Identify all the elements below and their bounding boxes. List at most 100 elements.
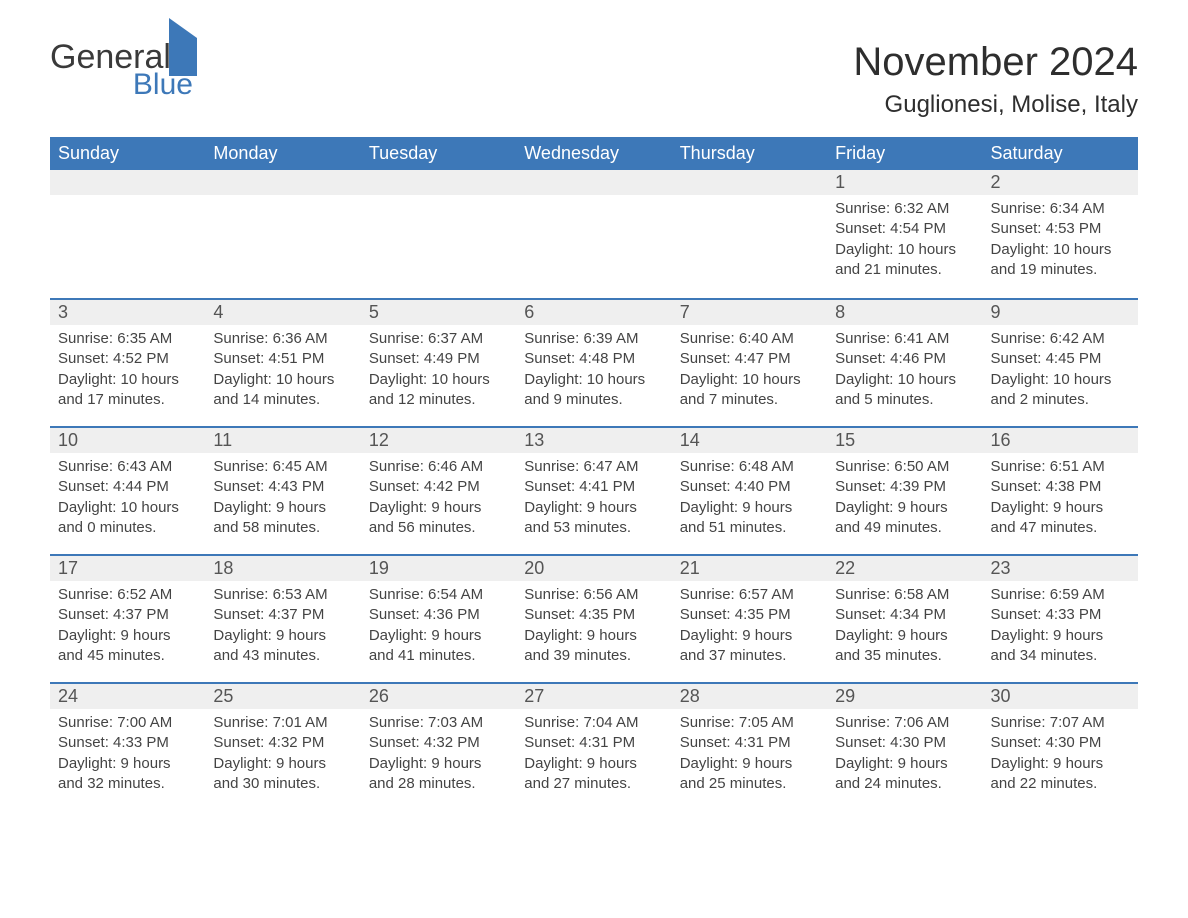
day-line: Daylight: 9 hours bbox=[369, 498, 508, 518]
day-line: Daylight: 10 hours bbox=[991, 370, 1130, 390]
weekday-header: Friday bbox=[827, 137, 982, 170]
day-number: 17 bbox=[50, 554, 205, 581]
day-line: Sunset: 4:30 PM bbox=[835, 733, 974, 753]
day-line: Sunset: 4:31 PM bbox=[680, 733, 819, 753]
day-line: and 24 minutes. bbox=[835, 774, 974, 794]
day-line: and 22 minutes. bbox=[991, 774, 1130, 794]
day-content: Sunrise: 7:00 AMSunset: 4:33 PMDaylight:… bbox=[50, 709, 205, 800]
calendar-cell: 1Sunrise: 6:32 AMSunset: 4:54 PMDaylight… bbox=[827, 170, 982, 298]
calendar-cell bbox=[672, 170, 827, 298]
day-number: 26 bbox=[361, 682, 516, 709]
day-content: Sunrise: 6:36 AMSunset: 4:51 PMDaylight:… bbox=[205, 325, 360, 416]
day-line: Daylight: 9 hours bbox=[991, 626, 1130, 646]
day-content: Sunrise: 7:01 AMSunset: 4:32 PMDaylight:… bbox=[205, 709, 360, 800]
month-title: November 2024 bbox=[853, 40, 1138, 85]
day-number: 25 bbox=[205, 682, 360, 709]
day-line: Sunset: 4:46 PM bbox=[835, 349, 974, 369]
day-line: Sunset: 4:37 PM bbox=[213, 605, 352, 625]
calendar-cell: 15Sunrise: 6:50 AMSunset: 4:39 PMDayligh… bbox=[827, 426, 982, 554]
day-line: Sunrise: 6:47 AM bbox=[524, 457, 663, 477]
day-line: Daylight: 9 hours bbox=[369, 626, 508, 646]
day-number: 22 bbox=[827, 554, 982, 581]
calendar-cell: 30Sunrise: 7:07 AMSunset: 4:30 PMDayligh… bbox=[983, 682, 1138, 810]
day-number: 27 bbox=[516, 682, 671, 709]
day-line: and 41 minutes. bbox=[369, 646, 508, 666]
day-line: Sunrise: 6:34 AM bbox=[991, 199, 1130, 219]
day-line: Daylight: 9 hours bbox=[524, 626, 663, 646]
day-content: Sunrise: 7:05 AMSunset: 4:31 PMDaylight:… bbox=[672, 709, 827, 800]
day-line: and 5 minutes. bbox=[835, 390, 974, 410]
day-line: Sunrise: 6:48 AM bbox=[680, 457, 819, 477]
day-line: Sunset: 4:43 PM bbox=[213, 477, 352, 497]
day-line: Daylight: 9 hours bbox=[835, 498, 974, 518]
logo: General Blue bbox=[50, 40, 197, 100]
calendar-cell: 20Sunrise: 6:56 AMSunset: 4:35 PMDayligh… bbox=[516, 554, 671, 682]
weekday-header: Saturday bbox=[983, 137, 1138, 170]
day-number: 14 bbox=[672, 426, 827, 453]
day-line: Sunrise: 7:03 AM bbox=[369, 713, 508, 733]
day-content: Sunrise: 6:46 AMSunset: 4:42 PMDaylight:… bbox=[361, 453, 516, 544]
day-line: Sunset: 4:33 PM bbox=[58, 733, 197, 753]
day-line: Daylight: 10 hours bbox=[835, 370, 974, 390]
day-line: Sunset: 4:53 PM bbox=[991, 219, 1130, 239]
day-number: 8 bbox=[827, 298, 982, 325]
day-line: Daylight: 9 hours bbox=[58, 626, 197, 646]
day-line: Daylight: 9 hours bbox=[213, 626, 352, 646]
day-content: Sunrise: 6:43 AMSunset: 4:44 PMDaylight:… bbox=[50, 453, 205, 544]
day-line: and 0 minutes. bbox=[58, 518, 197, 538]
day-line: Sunrise: 6:58 AM bbox=[835, 585, 974, 605]
day-line: Sunrise: 7:04 AM bbox=[524, 713, 663, 733]
day-line: Sunset: 4:35 PM bbox=[524, 605, 663, 625]
day-line: Sunset: 4:33 PM bbox=[991, 605, 1130, 625]
day-line: Sunset: 4:44 PM bbox=[58, 477, 197, 497]
day-number: 24 bbox=[50, 682, 205, 709]
day-line: Daylight: 9 hours bbox=[213, 754, 352, 774]
calendar-cell: 5Sunrise: 6:37 AMSunset: 4:49 PMDaylight… bbox=[361, 298, 516, 426]
day-content: Sunrise: 6:42 AMSunset: 4:45 PMDaylight:… bbox=[983, 325, 1138, 416]
day-content: Sunrise: 6:37 AMSunset: 4:49 PMDaylight:… bbox=[361, 325, 516, 416]
day-line: Daylight: 9 hours bbox=[524, 498, 663, 518]
day-content: Sunrise: 6:32 AMSunset: 4:54 PMDaylight:… bbox=[827, 195, 982, 286]
weekday-header: Thursday bbox=[672, 137, 827, 170]
day-line: and 47 minutes. bbox=[991, 518, 1130, 538]
day-line: Sunset: 4:41 PM bbox=[524, 477, 663, 497]
day-content: Sunrise: 6:52 AMSunset: 4:37 PMDaylight:… bbox=[50, 581, 205, 672]
day-content: Sunrise: 7:03 AMSunset: 4:32 PMDaylight:… bbox=[361, 709, 516, 800]
day-line: Sunset: 4:51 PM bbox=[213, 349, 352, 369]
day-line: and 56 minutes. bbox=[369, 518, 508, 538]
day-line: and 7 minutes. bbox=[680, 390, 819, 410]
logo-text: General Blue bbox=[50, 40, 197, 100]
day-content bbox=[361, 195, 516, 205]
day-number: 28 bbox=[672, 682, 827, 709]
weekday-header: Monday bbox=[205, 137, 360, 170]
header: General Blue November 2024 Guglionesi, M… bbox=[50, 40, 1138, 119]
calendar-cell: 19Sunrise: 6:54 AMSunset: 4:36 PMDayligh… bbox=[361, 554, 516, 682]
day-line: Sunrise: 7:06 AM bbox=[835, 713, 974, 733]
calendar-cell: 24Sunrise: 7:00 AMSunset: 4:33 PMDayligh… bbox=[50, 682, 205, 810]
day-line: and 14 minutes. bbox=[213, 390, 352, 410]
day-number: 12 bbox=[361, 426, 516, 453]
day-content bbox=[516, 195, 671, 205]
calendar-cell: 7Sunrise: 6:40 AMSunset: 4:47 PMDaylight… bbox=[672, 298, 827, 426]
day-line: Sunrise: 6:46 AM bbox=[369, 457, 508, 477]
day-content bbox=[50, 195, 205, 205]
day-number: 6 bbox=[516, 298, 671, 325]
day-line: and 25 minutes. bbox=[680, 774, 819, 794]
day-number: 13 bbox=[516, 426, 671, 453]
day-number bbox=[361, 170, 516, 195]
day-line: Sunrise: 6:32 AM bbox=[835, 199, 974, 219]
calendar-cell: 4Sunrise: 6:36 AMSunset: 4:51 PMDaylight… bbox=[205, 298, 360, 426]
day-line: Daylight: 9 hours bbox=[991, 498, 1130, 518]
calendar-cell: 14Sunrise: 6:48 AMSunset: 4:40 PMDayligh… bbox=[672, 426, 827, 554]
location-subtitle: Guglionesi, Molise, Italy bbox=[853, 91, 1138, 119]
calendar-cell: 3Sunrise: 6:35 AMSunset: 4:52 PMDaylight… bbox=[50, 298, 205, 426]
weekday-header: Wednesday bbox=[516, 137, 671, 170]
day-number bbox=[672, 170, 827, 195]
day-number: 10 bbox=[50, 426, 205, 453]
day-number: 23 bbox=[983, 554, 1138, 581]
day-number: 18 bbox=[205, 554, 360, 581]
weekday-header: Tuesday bbox=[361, 137, 516, 170]
day-content: Sunrise: 7:04 AMSunset: 4:31 PMDaylight:… bbox=[516, 709, 671, 800]
day-line: Sunset: 4:34 PM bbox=[835, 605, 974, 625]
day-line: Daylight: 10 hours bbox=[680, 370, 819, 390]
